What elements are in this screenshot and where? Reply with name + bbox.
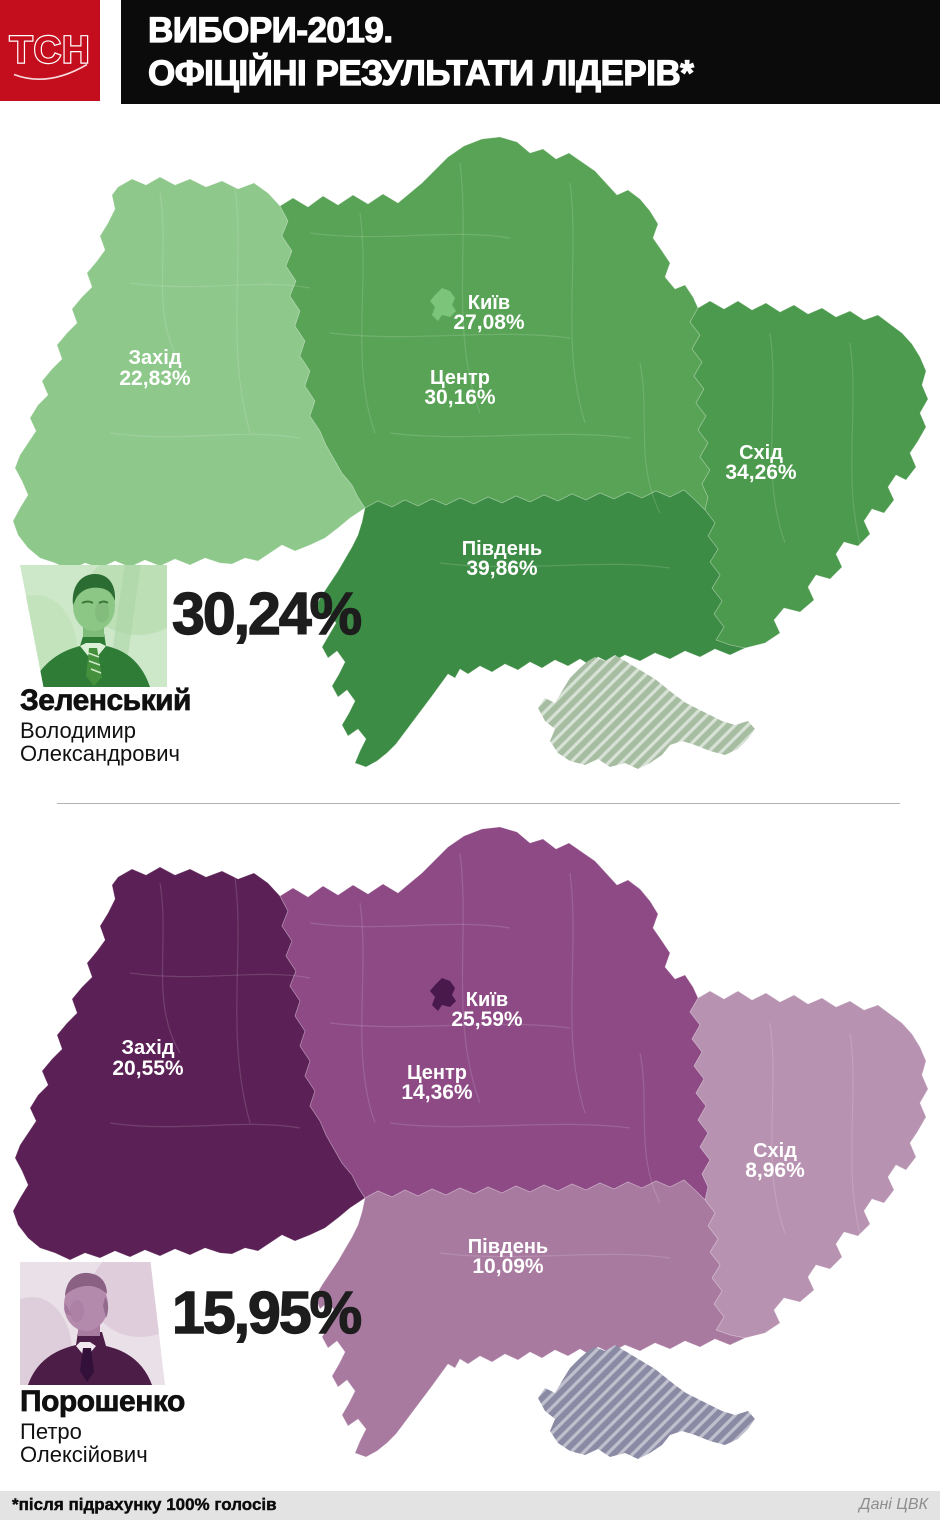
- zelensky-photo: [20, 565, 167, 687]
- header-title-line2: ОФІЦІЙНІ РЕЗУЛЬТАТИ ЛІДЕРІВ*: [147, 53, 694, 93]
- header-bar: ВИБОРИ-2019. ОФІЦІЙНІ РЕЗУЛЬТАТИ ЛІДЕРІВ…: [121, 0, 940, 104]
- region-crimea: [538, 655, 755, 769]
- footer-note: *після підрахунку 100% голосів: [12, 1495, 277, 1514]
- region-label-south: Південь: [468, 1236, 548, 1258]
- poroshenko-photo: [20, 1262, 165, 1385]
- poroshenko-patronymic: Олексійович: [20, 1442, 148, 1467]
- region-crimea: [538, 1345, 755, 1459]
- region-label-east: Схід: [753, 1140, 797, 1162]
- zelensky-portrait-illustration: [20, 565, 167, 687]
- region-label-west: Захід: [121, 1037, 174, 1059]
- region-label-kyiv: Київ: [468, 292, 510, 314]
- region-label-south: Південь: [462, 538, 542, 560]
- zelensky-total-percent: 30,24%: [171, 580, 363, 647]
- footer-source: Дані ЦВК: [859, 1496, 928, 1513]
- tsn-logo-swoosh: [13, 63, 88, 80]
- header-title-line1: ВИБОРИ-2019.: [147, 10, 393, 50]
- region-label-east: Схід: [739, 442, 783, 464]
- zelensky-surname: Зеленський: [20, 684, 192, 718]
- poroshenko-portrait-illustration: [20, 1262, 165, 1385]
- poroshenko-first-name: Петро: [20, 1419, 82, 1444]
- poroshenko-total-percent: 15,95%: [171, 1279, 363, 1346]
- region-value-south: 10,09%: [472, 1255, 544, 1278]
- tsn-logo: ТСН: [0, 0, 100, 101]
- region-value-center: 14,36%: [401, 1081, 473, 1104]
- region-label-center: Центр: [407, 1062, 467, 1084]
- region-value-south: 39,86%: [466, 557, 538, 580]
- ukraine-map-zelensky: Захід 22,83% Київ 27,08% Центр 30,16% Сх…: [12, 136, 929, 769]
- region-value-west: 22,83%: [119, 367, 191, 390]
- section-divider: [57, 803, 900, 804]
- region-value-east: 34,26%: [725, 461, 797, 484]
- region-value-east: 8,96%: [745, 1159, 805, 1182]
- footer-bar: *після підрахунку 100% голосів Дані ЦВК: [0, 1491, 940, 1520]
- poroshenko-surname: Порошенко: [20, 1385, 186, 1419]
- zelensky-patronymic: Олександрович: [20, 741, 180, 766]
- tsn-logo-art: ТСН: [8, 28, 91, 80]
- tsn-logo-text: ТСН: [9, 30, 90, 72]
- region-value-kyiv: 25,59%: [451, 1008, 523, 1031]
- zelensky-name-block: Зеленський Володимир Олександрович: [20, 683, 192, 766]
- region-value-center: 30,16%: [424, 386, 496, 409]
- poroshenko-name-block: Порошенко Петро Олексійович: [20, 1384, 186, 1467]
- region-label-kyiv: Київ: [466, 989, 508, 1011]
- region-label-center: Центр: [430, 367, 490, 389]
- zelensky-first-name: Володимир: [20, 718, 137, 743]
- region-east: [689, 990, 929, 1339]
- ukraine-map-poroshenko: Захід 20,55% Київ 25,59% Центр 14,36% Сх…: [12, 826, 929, 1459]
- region-value-west: 20,55%: [112, 1057, 184, 1080]
- region-label-west: Захід: [128, 347, 181, 369]
- region-value-kyiv: 27,08%: [453, 311, 525, 334]
